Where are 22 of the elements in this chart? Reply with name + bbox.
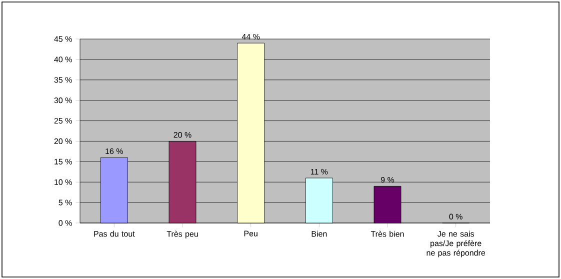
data-label: 16 % [106, 148, 123, 154]
data-label: 9 % [380, 177, 394, 183]
x-tick-label: Très peu [166, 230, 198, 238]
x-tick-label: Très bien [370, 230, 404, 237]
y-tick-label: 5 % [58, 200, 72, 206]
data-label: 20 % [174, 132, 192, 138]
data-label: 11 % [310, 168, 328, 174]
y-tick-label: 0 % [58, 220, 72, 226]
y-tick-label: 45 % [54, 36, 72, 42]
y-tick-label: 35 % [54, 77, 72, 83]
y-tick-label: 40 % [54, 56, 72, 62]
data-label: 0 % [449, 214, 462, 220]
y-tick-label: 30 % [54, 98, 72, 104]
x-tick-label: Peu [244, 230, 258, 236]
y-tick-label: 15 % [54, 158, 72, 164]
x-tick-label: Pas du tout [94, 230, 135, 237]
y-tick-label: 25 % [54, 118, 72, 124]
data-label: 44 % [242, 34, 260, 40]
y-tick-label: 10 % [54, 179, 72, 185]
x-tick-label: Je ne sais pas/Je préfère ne pas répondre [426, 230, 486, 258]
x-tick-label: Bien [312, 230, 327, 237]
y-tick-label: 20 % [54, 138, 72, 144]
